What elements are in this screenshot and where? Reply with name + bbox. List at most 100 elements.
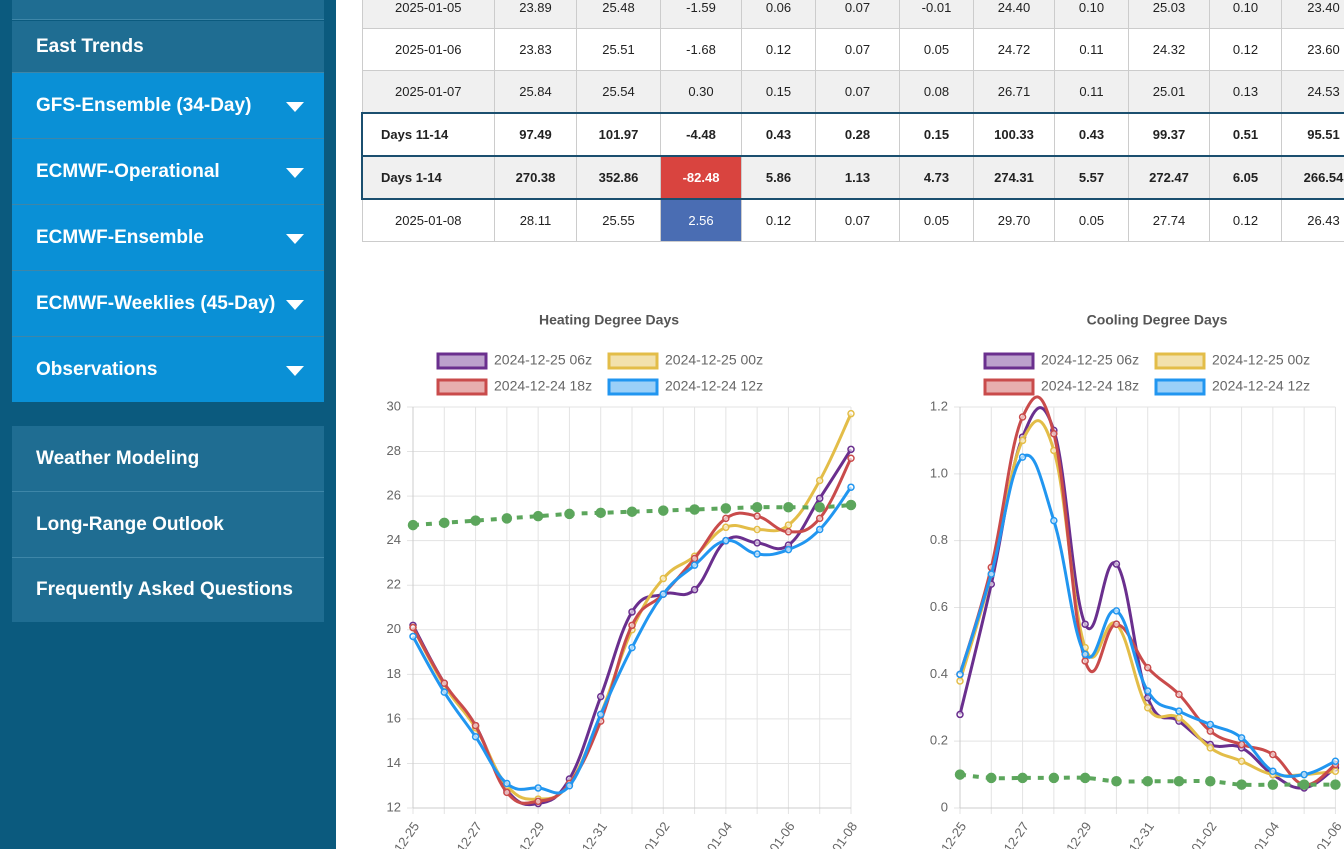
table-cell: 0.28 xyxy=(815,112,900,157)
data-point xyxy=(1048,772,1060,784)
data-point xyxy=(1018,453,1027,461)
data-point xyxy=(440,679,449,687)
data-point xyxy=(1112,607,1121,615)
data-point xyxy=(471,721,480,730)
data-point xyxy=(658,505,669,516)
table-cell: 0.05 xyxy=(899,28,974,71)
menu-item[interactable]: GFS-Ensemble (34-Day) xyxy=(12,73,324,139)
menu-item[interactable]: Frequently Asked Questions xyxy=(12,558,324,622)
dropdown-arrow xyxy=(286,299,304,310)
legend-label: 2024-12-24 18z xyxy=(494,378,592,394)
table-cell: 0.05 xyxy=(1054,198,1129,242)
y-tick-label: 12 xyxy=(387,799,401,814)
table-cell: 352.86 xyxy=(576,155,661,200)
menu-item[interactable]: ECMWF-Operational xyxy=(12,139,324,205)
data-point xyxy=(1175,714,1183,722)
data-point xyxy=(689,504,700,515)
data-point xyxy=(751,502,763,513)
y-tick-label: 0.8 xyxy=(930,532,948,547)
data-point xyxy=(1300,770,1308,779)
table-cell: 0.10 xyxy=(1054,0,1129,29)
x-tick-label: 01-06 xyxy=(766,819,797,849)
data-point xyxy=(783,502,794,513)
data-point xyxy=(1018,436,1027,445)
table-cell: 25.55 xyxy=(576,198,661,242)
x-tick-label: 12-25 xyxy=(391,819,422,849)
data-point xyxy=(1111,776,1122,787)
y-tick-label: 28 xyxy=(387,443,401,458)
table-cell: 0.07 xyxy=(815,28,900,71)
table-cell: 5.57 xyxy=(1054,155,1129,200)
data-point xyxy=(1143,704,1152,712)
table-cell: 24.40 xyxy=(973,0,1055,29)
menu-item[interactable]: Long-Range Outlook xyxy=(12,492,324,558)
table-cell: 5.86 xyxy=(741,155,816,200)
y-tick-label: 26 xyxy=(387,488,401,503)
data-point xyxy=(1018,413,1027,421)
table-cell: 0.06 xyxy=(741,0,816,29)
y-tick-label: 1.2 xyxy=(930,398,948,413)
data-point xyxy=(1081,620,1089,628)
data-point xyxy=(1205,776,1216,787)
data-point xyxy=(1112,620,1121,628)
data-point xyxy=(1237,740,1246,749)
x-tick-label: 12-31 xyxy=(579,819,610,849)
y-tick-label: 0.4 xyxy=(930,666,948,681)
data-point xyxy=(956,670,964,679)
data-point xyxy=(722,514,730,523)
data-point xyxy=(956,677,964,685)
series-line xyxy=(958,453,1337,778)
data-point xyxy=(784,528,793,536)
data-point xyxy=(1143,687,1152,695)
table-cell: 97.49 xyxy=(494,112,577,157)
menu-item[interactable]: East Trends xyxy=(12,21,324,73)
table-cell: 0.30 xyxy=(660,70,742,114)
x-tick-label: 01-04 xyxy=(704,819,735,849)
table-cell: 0.12 xyxy=(1209,28,1282,71)
menu-label: GFS-Ensemble (34-Day) xyxy=(36,94,252,116)
table-cell: 1.13 xyxy=(815,155,900,200)
table-cell: 272.47 xyxy=(1128,155,1210,200)
menu-item-partial[interactable] xyxy=(12,0,324,20)
legend-label: 2024-12-24 12z xyxy=(665,378,763,394)
table-cell: 99.37 xyxy=(1128,112,1210,157)
table-cell: 25.48 xyxy=(576,0,661,29)
table-cell: 24.32 xyxy=(1128,28,1210,71)
menu-item[interactable]: ECMWF-Weeklies (45-Day) xyxy=(12,271,324,337)
data-point xyxy=(628,621,636,630)
table-cell: 24.53 xyxy=(1281,70,1344,114)
x-tick-label: 12-29 xyxy=(1063,819,1094,849)
data-point xyxy=(753,512,761,520)
table-row: Days 1-14 270.38 352.86 -82.48 5.86 1.13 4.73 2… xyxy=(361,155,1344,200)
menu-item[interactable]: ECMWF-Ensemble xyxy=(12,205,324,271)
data-point xyxy=(1331,757,1340,765)
data-point xyxy=(814,502,825,513)
table-cell: 27.74 xyxy=(1128,198,1210,242)
table-cell: 0.07 xyxy=(815,70,900,114)
table-cell: 0.15 xyxy=(899,112,974,157)
y-tick-label: 1.0 xyxy=(930,465,948,480)
data-point xyxy=(1050,429,1058,438)
data-point xyxy=(1081,650,1089,659)
x-tick-label: 12-25 xyxy=(938,819,969,849)
table-cell: 26.71 xyxy=(973,70,1055,114)
table-cell: -0.01 xyxy=(899,0,974,29)
data-point xyxy=(659,590,668,598)
table-cell: 24.72 xyxy=(973,28,1055,71)
data-point xyxy=(720,503,732,514)
data-point xyxy=(1050,516,1058,525)
menu-item[interactable]: Observations xyxy=(12,337,324,402)
data-point xyxy=(690,561,699,569)
menu-item[interactable]: Weather Modeling xyxy=(12,426,324,492)
table-cell: -82.48 xyxy=(660,155,742,200)
menu-label: ECMWF-Ensemble xyxy=(36,226,204,248)
data-point xyxy=(1237,757,1246,765)
legend-swatch xyxy=(983,378,1035,396)
data-point xyxy=(1143,663,1152,672)
data-point xyxy=(753,550,761,558)
table-row: 2025-01-05 23.89 25.48 -1.59 0.06 0.07 -0.01 24… xyxy=(361,0,1344,29)
data-point xyxy=(987,570,996,578)
table-cell: 0.10 xyxy=(1209,0,1282,29)
legend-swatch xyxy=(436,378,488,396)
data-point xyxy=(1206,727,1215,735)
